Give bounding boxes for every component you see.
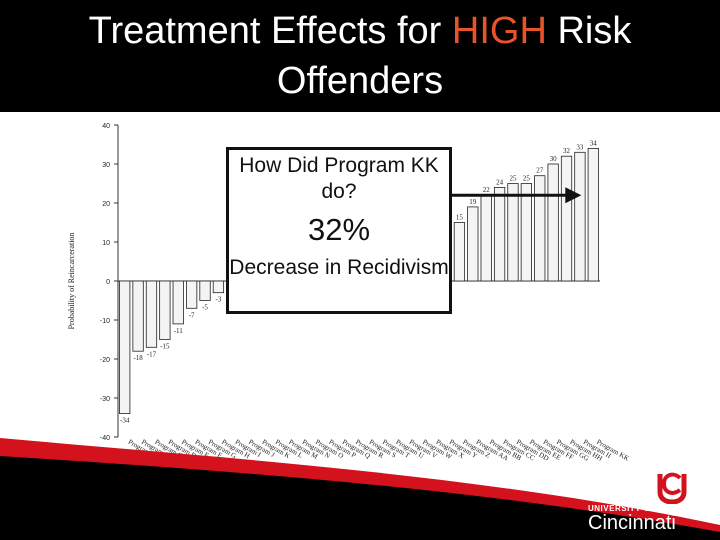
logo-city-text: Cincinnati	[588, 512, 676, 534]
bar	[560, 155, 573, 282]
callout-description: Decrease in Recidivism	[229, 256, 449, 279]
bar	[132, 280, 144, 352]
y-axis-label: Probability of Reincarceration	[67, 233, 76, 330]
bar	[493, 187, 506, 282]
bar	[547, 163, 559, 282]
bar-value-label: 27	[536, 167, 544, 175]
y-tick-label: 10	[102, 240, 110, 247]
bar	[453, 222, 466, 282]
bar-value-label: 24	[496, 178, 504, 186]
bar	[145, 280, 158, 348]
bar	[119, 280, 131, 415]
bar-chart: 40 30 20 10 0 -10 -20 -30 -40 Probability of Rein…	[67, 123, 630, 463]
y-tick-label: -20	[100, 357, 110, 364]
title-text-part1: Treatment Effects for	[88, 10, 452, 52]
bar-value-label: 30	[550, 155, 558, 163]
uc-mark-icon	[657, 472, 687, 504]
bar	[212, 280, 225, 294]
bar-value-label: 22	[483, 186, 491, 194]
footer-swoosh	[0, 438, 720, 540]
bar-value-label: -18	[133, 354, 143, 362]
bar-value-label: -7	[189, 311, 195, 319]
callout-percent: 32%	[307, 212, 371, 247]
bar	[186, 280, 198, 309]
title-text-part2: Risk	[546, 10, 632, 52]
bar-value-label: 33	[576, 143, 584, 151]
bar-value-label: 15	[456, 214, 464, 222]
bar	[520, 183, 532, 282]
y-tick-label: 40	[102, 123, 110, 130]
bar	[172, 280, 184, 325]
bar-value-label: -15	[160, 343, 170, 351]
logo-university-text: UNIVERSITY OF	[588, 504, 656, 513]
bar-value-label: 25	[523, 175, 531, 183]
bar-value-label: 32	[563, 147, 571, 155]
y-tick-label: 30	[102, 162, 110, 169]
program-kk-callout: How Did Program KK do? 32% Decrease in R…	[226, 147, 452, 314]
slide-title-line1: Treatment Effects for HIGH Risk	[0, 6, 720, 56]
bar	[507, 183, 519, 282]
bar-value-label: -34	[120, 417, 130, 425]
bar-value-label: 34	[590, 139, 598, 147]
bar-value-label: -5	[202, 304, 208, 312]
bar	[467, 206, 479, 282]
y-tick-label: -40	[100, 435, 110, 442]
bar	[534, 175, 546, 282]
callout-question: How Did Program KK do?	[239, 154, 439, 203]
bar	[480, 194, 492, 282]
callout-arrow-head	[565, 187, 582, 204]
bar-value-label: 25	[509, 175, 517, 183]
y-tick-label: -10	[100, 318, 110, 325]
y-tick-label: -30	[100, 396, 110, 403]
title-bar: Treatment Effects for HIGH Risk Offender…	[0, 0, 720, 112]
bar-value-label: -3	[215, 296, 221, 304]
bar	[199, 280, 211, 301]
bar-value-label: -17	[147, 350, 157, 358]
bar	[587, 148, 599, 282]
slide-title-line2: Offenders	[276, 60, 444, 102]
bar	[159, 280, 171, 340]
y-tick-label: 20	[102, 201, 110, 208]
bar-value-label: -11	[174, 327, 184, 335]
bar	[574, 151, 586, 282]
y-tick-label: 0	[106, 279, 110, 286]
bar-value-label: 19	[469, 198, 477, 206]
title-highlight: HIGH	[451, 10, 547, 52]
